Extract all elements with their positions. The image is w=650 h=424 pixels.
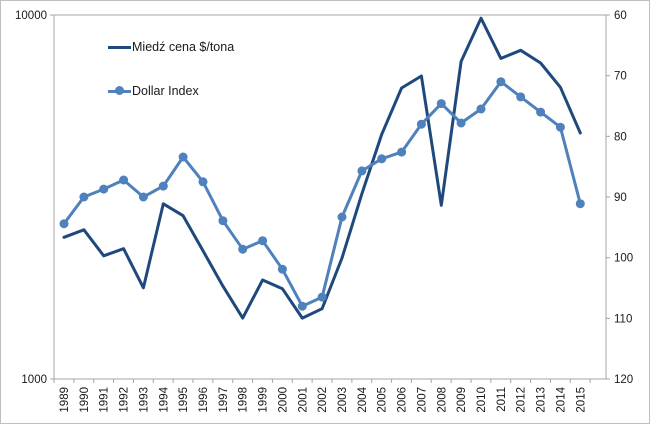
copper-line-sample-icon — [108, 37, 131, 57]
x-axis-tick-label: 2003 — [337, 387, 349, 413]
dollar-index-marker — [416, 119, 426, 129]
dollar-index-marker — [555, 122, 565, 132]
legend: Miedź cena $/tona Dollar Index — [108, 37, 234, 101]
x-axis-tick-label: 2012 — [516, 387, 528, 413]
x-axis-tick-label: 1997 — [218, 387, 230, 413]
x-axis-tick-label: 1994 — [158, 386, 170, 412]
dollar-index-marker — [575, 199, 585, 209]
copper-price-line — [62, 16, 582, 320]
x-axis-tick-label: 2015 — [575, 387, 587, 413]
x-axis-tick-label: 2001 — [297, 387, 309, 413]
dollar-index-marker — [397, 147, 407, 157]
x-axis-tick-label: 1998 — [238, 387, 250, 413]
y-right-tick-label: 70 — [614, 71, 627, 83]
x-axis-tick-label: 2004 — [357, 386, 369, 412]
legend-item-dollar-index: Dollar Index — [108, 81, 234, 101]
dollar-index-marker — [536, 107, 546, 117]
dollar-index-marker — [516, 92, 526, 102]
x-axis-tick-label: 1993 — [138, 387, 150, 413]
x-axis-tick-label: 2014 — [555, 386, 567, 412]
dollar-index-marker — [456, 118, 466, 128]
dollar-index-marker — [317, 292, 327, 302]
x-axis-tick-label: 2006 — [397, 387, 409, 413]
dollar-index-marker — [297, 301, 307, 311]
y-left-tick-label: 10000 — [15, 10, 47, 22]
y-right-tick-label: 80 — [614, 131, 627, 143]
y-right-tick-label: 110 — [614, 313, 632, 325]
x-axis-tick-label: 1999 — [258, 387, 270, 413]
y-right-tick-label: 90 — [614, 192, 627, 204]
x-axis-tick-label: 2000 — [277, 387, 289, 413]
x-axis-tick-label: 1992 — [119, 387, 131, 413]
dollar-index-marker — [436, 99, 446, 109]
legend-item-copper: Miedź cena $/tona — [108, 37, 234, 57]
x-axis-tick-label: 2005 — [377, 387, 389, 413]
dollar-index-marker — [377, 154, 387, 164]
x-axis-tick-label: 2011 — [496, 387, 508, 412]
legend-label-dollar-index: Dollar Index — [132, 84, 199, 98]
dollar-index-marker — [476, 104, 486, 114]
x-axis-tick-label: 2009 — [456, 387, 468, 413]
x-axis-tick-label: 2002 — [317, 387, 329, 413]
dollar-index-marker — [178, 152, 188, 162]
dollar-index-marker — [79, 192, 89, 202]
x-axis-tick-label: 1990 — [79, 387, 91, 413]
y-right-tick-label: 120 — [614, 374, 633, 386]
y-right-tick-label: 60 — [614, 10, 627, 22]
x-axis-tick-label: 1995 — [178, 387, 190, 413]
dollar-index-marker — [218, 216, 228, 226]
dollar-index-marker — [198, 177, 208, 187]
dollar-index-marker — [99, 184, 109, 194]
y-left-tick-label: 1000 — [21, 374, 47, 386]
x-axis-tick-label: 1996 — [198, 387, 210, 413]
x-axis-tick-label: 2007 — [416, 387, 428, 413]
dollar-index-marker — [138, 192, 148, 202]
dollar-index-marker — [337, 212, 347, 222]
dollar-index-marker — [59, 219, 69, 229]
dollar-index-marker — [119, 175, 129, 185]
dollar-index-line-sample-icon — [108, 81, 131, 101]
dollar-index-marker — [277, 264, 287, 274]
x-axis-tick-label: 1991 — [99, 387, 111, 413]
legend-label-copper: Miedź cena $/tona — [132, 40, 235, 54]
dollar-index-marker — [496, 77, 506, 87]
x-axis-tick-label: 2008 — [436, 387, 448, 413]
x-axis-tick-label: 1989 — [59, 387, 71, 413]
dollar-index-marker — [238, 244, 248, 254]
x-axis-tick-label: 2013 — [536, 387, 548, 413]
dollar-index-marker — [158, 181, 168, 191]
x-axis-tick-label: 2010 — [476, 387, 488, 413]
y-right-tick-label: 100 — [614, 253, 633, 265]
dollar-index-marker — [357, 166, 367, 176]
dollar-index-marker — [258, 236, 268, 246]
